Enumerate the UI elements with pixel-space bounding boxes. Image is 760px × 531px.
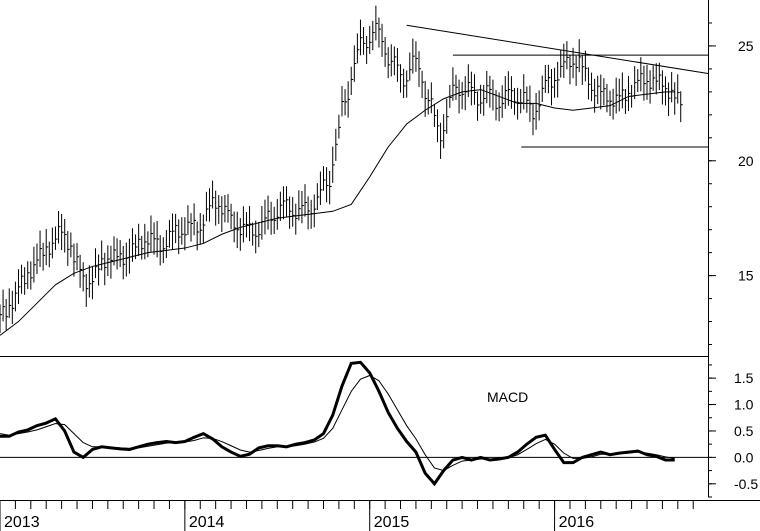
macd-y-tick-label: 1.0 [734, 397, 754, 413]
macd-label: MACD [487, 389, 528, 405]
resistance-trendline [406, 24, 709, 74]
x-tick-label: 2013 [4, 514, 40, 531]
macd-line [0, 360, 675, 487]
macd-signal-line [0, 374, 675, 472]
price-panel [0, 5, 709, 336]
price-y-tick-label: 25 [738, 38, 754, 54]
price-y-tick-label: 20 [738, 153, 754, 169]
x-tick-label: 2015 [374, 514, 410, 531]
price-y-tick-label: 15 [738, 268, 754, 284]
x-tick-label: 2014 [189, 514, 225, 531]
macd-y-tick-label: 0.0 [734, 449, 754, 465]
macd-panel [0, 360, 708, 487]
x-tick-label: 2016 [559, 514, 595, 531]
macd-y-tick-label: 1.5 [734, 370, 754, 386]
moving-average-line [0, 89, 675, 336]
macd-y-tick-label: 0.5 [734, 423, 754, 439]
macd-y-tick-label: -0.5 [734, 476, 758, 492]
